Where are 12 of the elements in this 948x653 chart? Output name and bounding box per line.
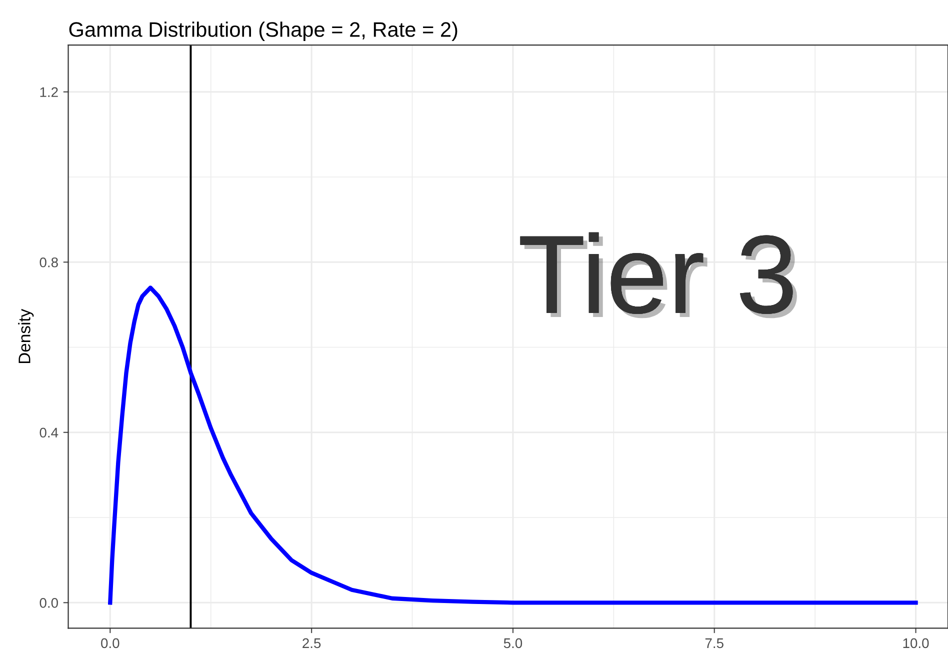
x-tick-label: 5.0 (504, 638, 522, 648)
x-tick-label: 2.5 (302, 638, 321, 648)
y-tick-label: 1.2 (40, 87, 58, 97)
y-tick-label: 0.4 (40, 428, 58, 438)
x-tick-label: 10.0 (903, 638, 929, 648)
annotation: Tier 3 (520, 232, 797, 318)
y-tick-label: 0.0 (40, 598, 58, 608)
y-tick-label: 0.8 (40, 257, 58, 268)
y-axis-title: Density (18, 308, 34, 364)
x-tick-label: 7.5 (705, 638, 724, 648)
chart-title: Gamma Distribution (Shape = 2, Rate = 2) (69, 22, 458, 42)
x-tick-label: 0.0 (101, 638, 120, 648)
